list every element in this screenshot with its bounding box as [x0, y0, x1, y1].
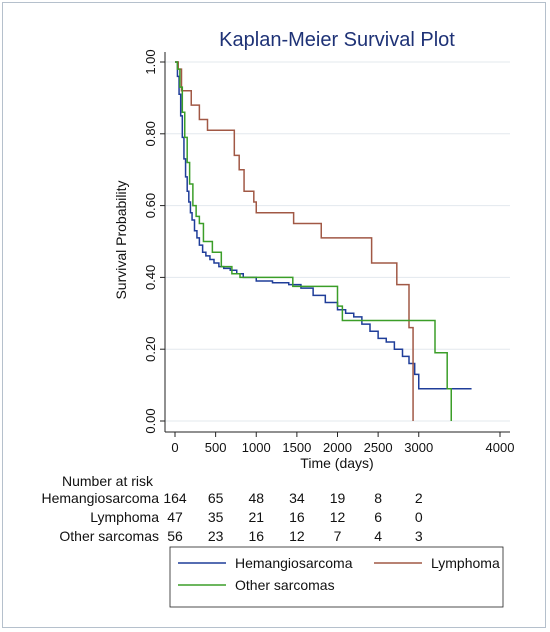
- risk-value: 3: [415, 528, 423, 544]
- risk-value: 8: [374, 490, 382, 506]
- x-axis-ticks: 0 500 1000 1500 2000 2500 3000 4000: [171, 432, 514, 455]
- risk-value: 7: [334, 528, 342, 544]
- risk-table: Number at risk Hemangiosarcoma 164 65 48 34 1…: [42, 473, 423, 544]
- risk-value: 12: [330, 509, 346, 525]
- survival-curve-hemangiosarcoma: [175, 61, 472, 390]
- x-tick-label: 0: [171, 440, 178, 455]
- x-tick-label: 2500: [364, 440, 393, 455]
- x-tick-label: 1000: [242, 440, 271, 455]
- risk-value: 2: [415, 490, 423, 506]
- legend-label: Hemangiosarcoma: [235, 555, 353, 571]
- chart-title: Kaplan-Meier Survival Plot: [219, 29, 455, 51]
- legend-label: Other sarcomas: [235, 577, 335, 593]
- risk-table-header: Number at risk: [62, 473, 154, 489]
- risk-value: 47: [167, 509, 183, 525]
- y-tick-label: 0.80: [143, 121, 158, 146]
- risk-row-label: Hemangiosarcoma: [42, 490, 160, 506]
- survival-curves: [175, 61, 472, 421]
- x-tick-label: 2000: [323, 440, 352, 455]
- risk-row-label: Other sarcomas: [59, 528, 159, 544]
- risk-value: 48: [248, 490, 264, 506]
- x-tick-label: 4000: [486, 440, 515, 455]
- risk-value: 19: [330, 490, 346, 506]
- risk-value: 35: [208, 509, 224, 525]
- y-tick-label: 0.20: [143, 337, 158, 362]
- legend-label: Lymphoma: [431, 555, 500, 571]
- x-tick-label: 500: [205, 440, 227, 455]
- y-tick-label: 0.60: [143, 193, 158, 218]
- risk-value: 4: [374, 528, 382, 544]
- x-tick-label: 3000: [404, 440, 433, 455]
- risk-row-label: Lymphoma: [90, 509, 159, 525]
- axes: [164, 52, 510, 433]
- legend: Hemangiosarcoma Lymphoma Other sarcomas: [169, 546, 504, 608]
- risk-value: 6: [374, 509, 382, 525]
- risk-value: 16: [248, 528, 264, 544]
- y-tick-label: 0.40: [143, 265, 158, 290]
- figure-border: [2, 2, 546, 628]
- risk-value: 65: [208, 490, 224, 506]
- y-tick-label: 0.00: [143, 408, 158, 433]
- y-axis-ticks: 0.00 0.20 0.40 0.60 0.80 1.00: [143, 49, 165, 434]
- risk-value: 16: [289, 509, 305, 525]
- x-axis-label: Time (days): [300, 455, 373, 471]
- y-axis-label: Survival Probability: [113, 180, 129, 299]
- survival-curve-other-sarcomas: [175, 61, 452, 421]
- risk-value: 56: [167, 528, 183, 544]
- risk-value: 21: [248, 509, 264, 525]
- risk-value: 164: [163, 490, 187, 506]
- legend-box: [169, 546, 504, 608]
- risk-value: 34: [289, 490, 305, 506]
- survival-curve-lymphoma: [175, 61, 414, 421]
- x-tick-label: 1500: [282, 440, 311, 455]
- grid-lines: [165, 61, 510, 422]
- y-tick-label: 1.00: [143, 49, 158, 74]
- risk-value: 12: [289, 528, 305, 544]
- risk-value: 0: [415, 509, 423, 525]
- risk-value: 23: [208, 528, 224, 544]
